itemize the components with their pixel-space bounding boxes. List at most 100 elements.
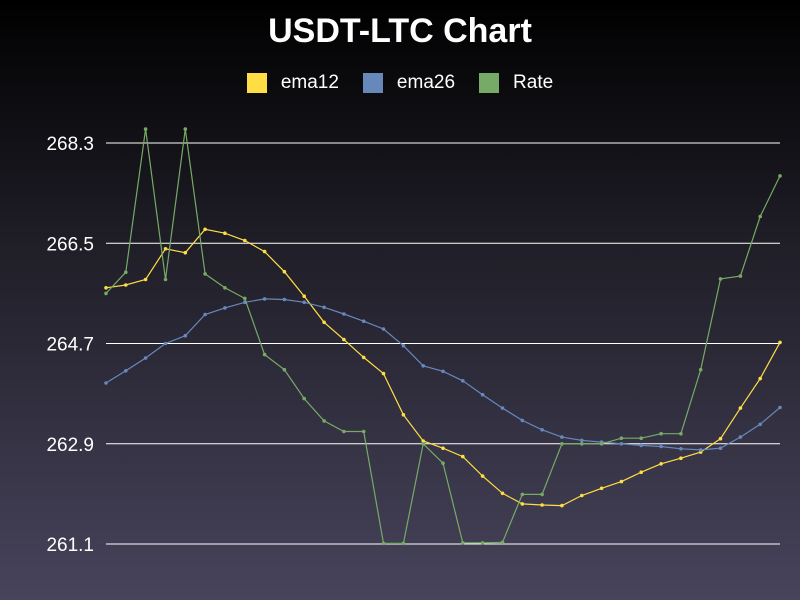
data-point-rate[interactable] — [203, 272, 207, 276]
data-point-ema26[interactable] — [659, 444, 663, 449]
data-point-rate[interactable] — [381, 541, 386, 546]
data-point-ema26[interactable] — [302, 300, 307, 305]
data-point-ema12[interactable] — [718, 436, 723, 441]
data-point-ema26[interactable] — [580, 438, 584, 443]
data-point-rate[interactable] — [243, 296, 247, 301]
data-point-rate[interactable] — [342, 429, 346, 434]
data-point-rate[interactable] — [480, 541, 485, 545]
data-point-rate[interactable] — [679, 431, 683, 436]
data-point-ema12[interactable] — [738, 406, 743, 410]
data-point-rate[interactable] — [461, 541, 465, 545]
data-point-rate[interactable] — [163, 277, 168, 282]
data-point-ema26[interactable] — [560, 435, 564, 439]
data-point-ema12[interactable] — [262, 249, 267, 254]
data-point-ema12[interactable] — [322, 320, 326, 325]
data-point-ema12[interactable] — [520, 502, 525, 506]
data-point-rate[interactable] — [520, 492, 525, 497]
legend-item-rate[interactable]: Rate — [479, 72, 553, 94]
data-point-ema26[interactable] — [163, 341, 168, 346]
data-point-rate[interactable] — [361, 429, 366, 434]
data-point-ema26[interactable] — [322, 305, 326, 310]
data-point-ema12[interactable] — [342, 337, 346, 342]
data-point-ema12[interactable] — [361, 355, 366, 360]
data-point-ema12[interactable] — [401, 413, 406, 417]
data-point-ema26[interactable] — [698, 448, 703, 452]
data-point-ema12[interactable] — [758, 376, 762, 381]
data-point-ema26[interactable] — [520, 418, 525, 423]
data-point-rate[interactable] — [698, 367, 703, 372]
data-point-ema12[interactable] — [223, 231, 227, 235]
data-point-ema12[interactable] — [659, 462, 663, 466]
data-point-ema12[interactable] — [500, 491, 505, 496]
data-point-ema26[interactable] — [104, 381, 108, 385]
data-point-ema12[interactable] — [163, 247, 168, 251]
data-point-rate[interactable] — [718, 277, 723, 281]
data-point-ema12[interactable] — [599, 486, 604, 491]
data-point-ema26[interactable] — [778, 405, 782, 410]
data-point-rate[interactable] — [540, 492, 544, 497]
data-point-ema12[interactable] — [302, 294, 307, 299]
data-point-rate[interactable] — [302, 396, 307, 401]
data-point-rate[interactable] — [183, 127, 188, 131]
data-point-ema26[interactable] — [480, 392, 485, 397]
data-point-ema26[interactable] — [401, 343, 406, 348]
data-point-ema26[interactable] — [619, 442, 624, 446]
data-point-ema12[interactable] — [480, 474, 485, 478]
data-point-ema26[interactable] — [342, 312, 346, 316]
data-point-rate[interactable] — [778, 174, 782, 178]
data-point-ema12[interactable] — [203, 227, 207, 232]
data-point-ema26[interactable] — [421, 364, 426, 368]
data-point-rate[interactable] — [104, 291, 108, 296]
data-point-rate[interactable] — [599, 442, 604, 446]
data-point-rate[interactable] — [441, 461, 445, 466]
data-point-ema26[interactable] — [461, 379, 465, 383]
data-point-rate[interactable] — [262, 352, 267, 357]
data-point-rate[interactable] — [560, 442, 564, 446]
data-point-ema26[interactable] — [500, 406, 505, 410]
data-point-ema12[interactable] — [282, 269, 287, 274]
data-point-ema26[interactable] — [679, 447, 683, 451]
data-point-ema12[interactable] — [124, 283, 128, 287]
data-point-rate[interactable] — [619, 436, 624, 441]
data-point-rate[interactable] — [500, 540, 505, 545]
data-point-ema26[interactable] — [540, 428, 544, 432]
data-point-rate[interactable] — [659, 431, 663, 436]
data-point-rate[interactable] — [124, 270, 128, 275]
data-point-ema26[interactable] — [718, 446, 723, 451]
data-point-rate[interactable] — [639, 436, 643, 441]
data-point-ema12[interactable] — [183, 250, 188, 255]
data-point-rate[interactable] — [143, 127, 148, 131]
data-point-ema12[interactable] — [540, 503, 544, 507]
data-point-ema12[interactable] — [639, 470, 643, 475]
data-point-ema12[interactable] — [461, 454, 465, 459]
data-point-rate[interactable] — [738, 274, 743, 278]
data-point-ema26[interactable] — [223, 306, 227, 310]
data-point-rate[interactable] — [223, 286, 227, 290]
data-point-ema26[interactable] — [183, 333, 188, 338]
data-point-ema12[interactable] — [104, 286, 108, 290]
data-point-ema26[interactable] — [361, 319, 366, 324]
legend-item-ema26[interactable]: ema26 — [362, 72, 455, 94]
data-point-ema12[interactable] — [381, 371, 386, 376]
data-point-ema12[interactable] — [441, 446, 445, 451]
data-point-rate[interactable] — [758, 214, 762, 219]
data-point-ema26[interactable] — [262, 297, 267, 301]
data-point-ema26[interactable] — [124, 369, 128, 373]
data-point-ema12[interactable] — [619, 479, 624, 484]
data-point-ema12[interactable] — [580, 493, 584, 498]
legend-item-ema12[interactable]: ema12 — [246, 72, 339, 94]
data-point-rate[interactable] — [282, 367, 287, 372]
data-point-ema26[interactable] — [203, 312, 207, 317]
data-point-rate[interactable] — [401, 541, 406, 546]
data-point-ema12[interactable] — [560, 503, 564, 508]
data-point-ema26[interactable] — [639, 443, 643, 448]
data-point-ema12[interactable] — [143, 277, 148, 282]
data-point-ema26[interactable] — [282, 297, 287, 302]
data-point-ema12[interactable] — [778, 340, 782, 345]
data-point-ema26[interactable] — [758, 422, 762, 427]
data-point-ema26[interactable] — [738, 435, 743, 439]
data-point-rate[interactable] — [322, 419, 326, 423]
data-point-ema12[interactable] — [679, 456, 683, 461]
data-point-ema26[interactable] — [381, 327, 386, 331]
data-point-rate[interactable] — [421, 442, 426, 446]
